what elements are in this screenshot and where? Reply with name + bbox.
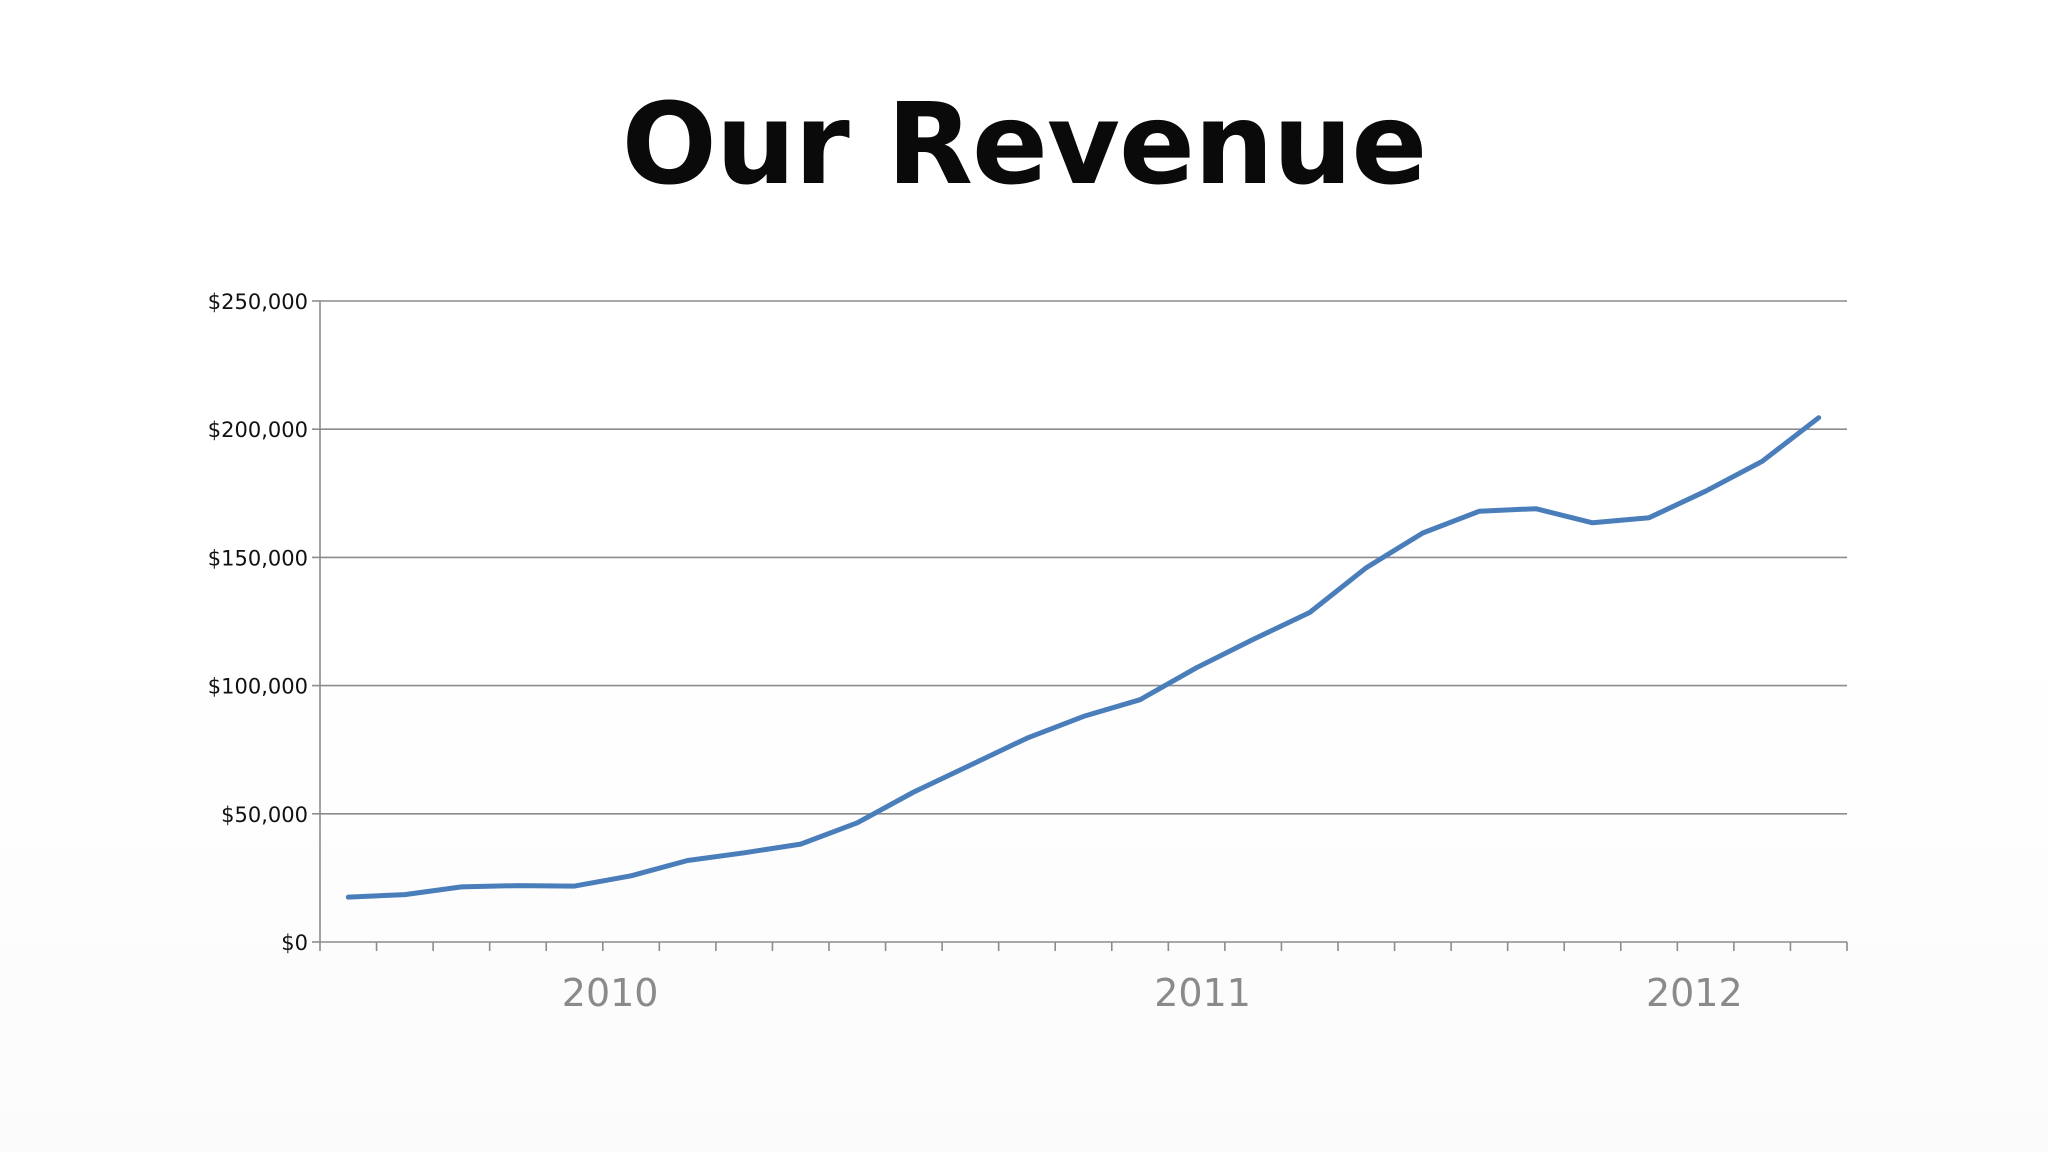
y-tick-label: $250,000: [208, 290, 308, 314]
x-tick-label: 2010: [562, 971, 659, 1015]
x-tick-label: 2012: [1646, 971, 1743, 1015]
y-tick-label: $200,000: [208, 418, 308, 442]
y-tick-label: $100,000: [208, 675, 308, 699]
y-tick-label: $50,000: [221, 803, 308, 827]
slide-title: Our Revenue: [621, 80, 1428, 210]
x-tick-label: 2011: [1154, 971, 1251, 1015]
revenue-series-line: [345, 415, 1822, 900]
y-tick-label: $0: [281, 931, 308, 955]
y-tick-label: $150,000: [208, 546, 308, 570]
